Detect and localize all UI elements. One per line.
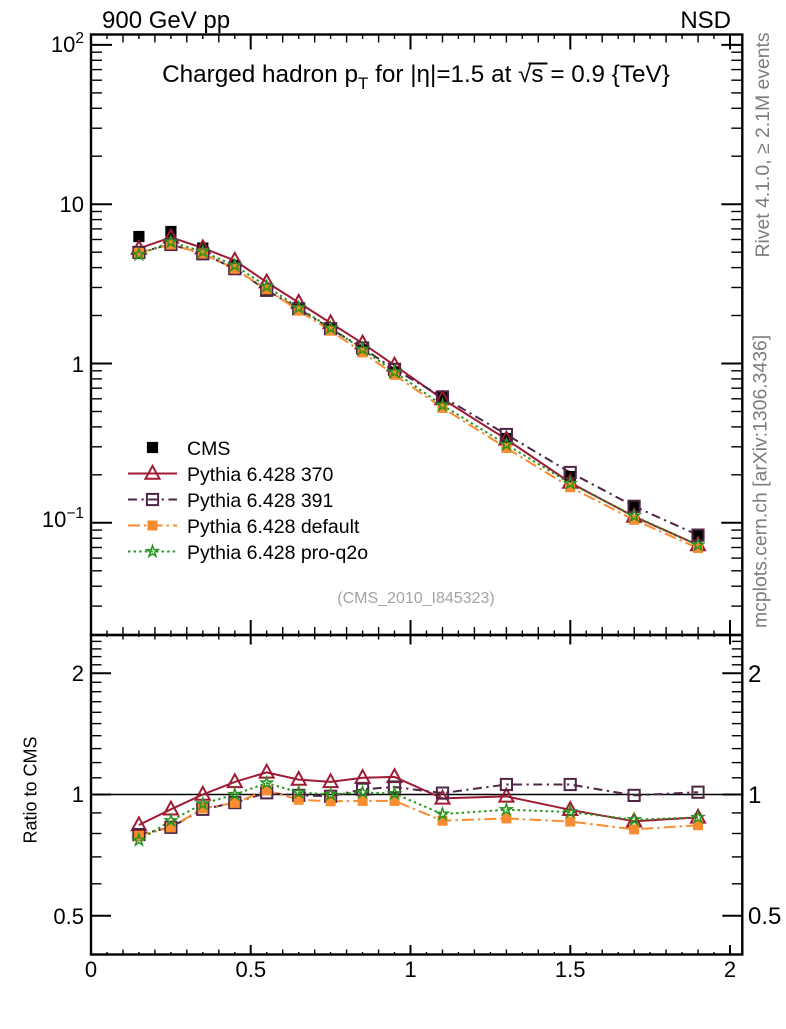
svg-text:1: 1	[72, 782, 84, 807]
svg-text:NSD: NSD	[680, 7, 731, 34]
svg-text:900 GeV pp: 900 GeV pp	[102, 7, 230, 34]
svg-text:Charged hadron pT for |η|=1.5: Charged hadron pT for |η|=1.5 at √s = 0.…	[162, 61, 670, 93]
svg-text:Ratio to CMS: Ratio to CMS	[21, 736, 41, 843]
svg-text:0.5: 0.5	[53, 904, 84, 929]
svg-text:Rivet 4.1.0, ≥ 2.1M events: Rivet 4.1.0, ≥ 2.1M events	[752, 32, 774, 257]
svg-text:Pythia 6.428 default: Pythia 6.428 default	[187, 516, 360, 538]
svg-text:0.5: 0.5	[748, 903, 781, 930]
svg-text:2: 2	[748, 661, 761, 688]
svg-text:Pythia 6.428 pro-q2o: Pythia 6.428 pro-q2o	[187, 542, 368, 564]
svg-text:0.5: 0.5	[236, 957, 267, 982]
svg-text:(CMS_2010_I845323): (CMS_2010_I845323)	[337, 590, 494, 607]
svg-text:Pythia 6.428 391: Pythia 6.428 391	[187, 490, 333, 512]
svg-text:2: 2	[72, 661, 84, 686]
svg-text:mcplots.cern.ch [arXiv:1306.34: mcplots.cern.ch [arXiv:1306.3436]	[750, 335, 772, 628]
svg-text:CMS: CMS	[187, 438, 230, 460]
svg-text:1: 1	[72, 352, 84, 377]
svg-text:1: 1	[748, 782, 761, 809]
svg-text:1: 1	[404, 957, 416, 982]
svg-text:2: 2	[724, 957, 736, 982]
svg-text:0: 0	[85, 957, 97, 982]
svg-text:1.5: 1.5	[555, 957, 586, 982]
svg-text:10: 10	[60, 192, 84, 217]
svg-text:Pythia 6.428 370: Pythia 6.428 370	[187, 464, 334, 486]
